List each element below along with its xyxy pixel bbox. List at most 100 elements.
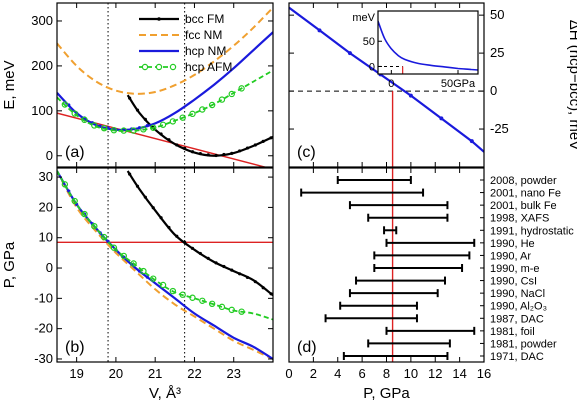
y-axis-label: E, meV [1,60,18,109]
y-tick-label: 30 [39,169,53,184]
x-axis-label: V, Å³ [149,385,181,402]
data-point-hcp-afm [159,281,167,289]
data-point-hcp-afm [150,124,157,131]
data-point-hcp-afm [208,101,216,109]
data-point-bcc [253,280,257,284]
category-label: 1981, foil [490,326,535,338]
data-point-hcp-afm [91,122,98,129]
panel-b: 19 20 21 22 23 -30 -20 -10 0 10 20 30 P, GPa (b) V, Å³ [1,167,274,402]
series-line-fcc-nm [57,170,273,360]
panel-label: (b) [65,339,85,356]
series-line-fcc-nm [57,6,273,95]
inset-y-tick-label: 0 [369,61,375,73]
series-line-bcc-fm [126,170,273,297]
panel-label: (a) [65,144,85,161]
data-point-bcc [253,143,257,147]
data-point-bcc [190,246,195,250]
data-point-hcp-afm [179,291,186,298]
data-point-bcc [128,172,132,176]
legend: bcc FM fcc NM hcp NM hcp AFM [139,12,232,74]
data-point-bcc [128,96,132,100]
data-point-hcp-afm [130,127,137,134]
x-tick-label: 8 [383,366,390,381]
data-point-bcc [135,108,140,112]
data-point-hcp-afm [218,96,226,103]
y-tick-label: 25 [490,45,504,60]
x-tick-label: 10 [404,366,418,381]
legend-marker [155,63,163,71]
category-label: 1990, Al₂O₃ [490,301,547,313]
legend-label: bcc FM [185,12,224,26]
data-point-bcc [143,117,147,121]
series-line-hcp-nm [57,170,273,360]
data-point-hcp-nm [137,269,142,273]
data-point-hcp-nm [145,123,149,128]
x-tick-label: 16 [477,366,491,381]
inset-x-tick-label: 0 [388,78,394,90]
data-point-bcc [175,143,179,147]
data-point-hcp-afm [81,116,88,124]
data-point-enthalpy [317,28,322,33]
category-label: 1990, CsI [490,276,537,288]
category-label: 1991, hydrostatic [490,225,574,237]
y-tick-label: 200 [31,58,53,73]
data-point-hcp-afm [100,124,108,132]
x-tick-label: 14 [452,366,466,381]
series-line-hcp-afm [57,69,273,132]
data-point-hcp-afm [91,222,98,230]
x-tick-label: 22 [187,366,201,381]
y-tick-label: 0 [46,260,53,275]
category-label: 1990, Ar [490,250,531,262]
category-label: 2008, powder [490,175,557,187]
axes-frame [56,167,274,363]
data-point-hcp-afm [71,110,78,117]
data-point-hcp-afm [189,294,196,301]
x-tick-label: 19 [69,366,83,381]
data-point-bcc [183,240,187,244]
data-point-hcp-nm [145,275,149,279]
data-point-bcc [245,146,250,150]
data-point-bcc [151,206,155,210]
data-point-bcc [222,152,226,157]
data-point-bcc [245,275,250,280]
data-point-hcp-afm [208,300,216,307]
data-point-enthalpy [469,139,474,144]
inset-frame [377,10,479,75]
y-tick-label: -10 [34,290,53,305]
plot-area [57,3,273,167]
data-point-hcp-afm [199,106,206,113]
data-point-bcc [269,136,273,140]
data-point-bcc [238,149,242,153]
data-point-hcp-afm [159,121,167,128]
data-point-hcp-afm [150,275,157,282]
y-tick-label: 20 [39,199,53,214]
data-point-hcp-afm [238,308,245,315]
data-point-enthalpy [439,116,444,121]
x-tick-label: 12 [428,366,442,381]
data-point-bcc [261,286,265,290]
data-point-hcp-afm [228,90,235,98]
data-point-bcc [230,268,234,272]
data-point-hcp-afm [61,181,69,188]
data-point-bcc [198,251,202,256]
data-point-hcp-afm [120,127,127,134]
category-label: 1990, NaCl [490,288,545,300]
data-point-hcp-afm [179,114,186,121]
data-point-bcc [175,234,179,238]
category-label: 1971, DAC [490,351,544,363]
data-point-hcp-afm [130,260,137,267]
data-point-bcc [214,261,218,265]
y-tick-label: 100 [31,103,53,118]
data-point-hcp-afm [189,110,196,118]
data-point-hcp-afm [218,303,226,311]
data-point-bcc [238,272,242,276]
category-label: 1990, m-e [490,263,540,275]
category-label: 1987, DAC [490,313,544,325]
category-label: 2001, nano Fe [490,188,561,200]
data-point-hcp-afm [110,244,118,251]
x-axis-label: P, GPa [363,385,410,402]
inset-y-tick-label: 50 [363,36,375,48]
data-point-hcp-afm [169,287,177,295]
y-tick-label: 300 [31,13,53,28]
